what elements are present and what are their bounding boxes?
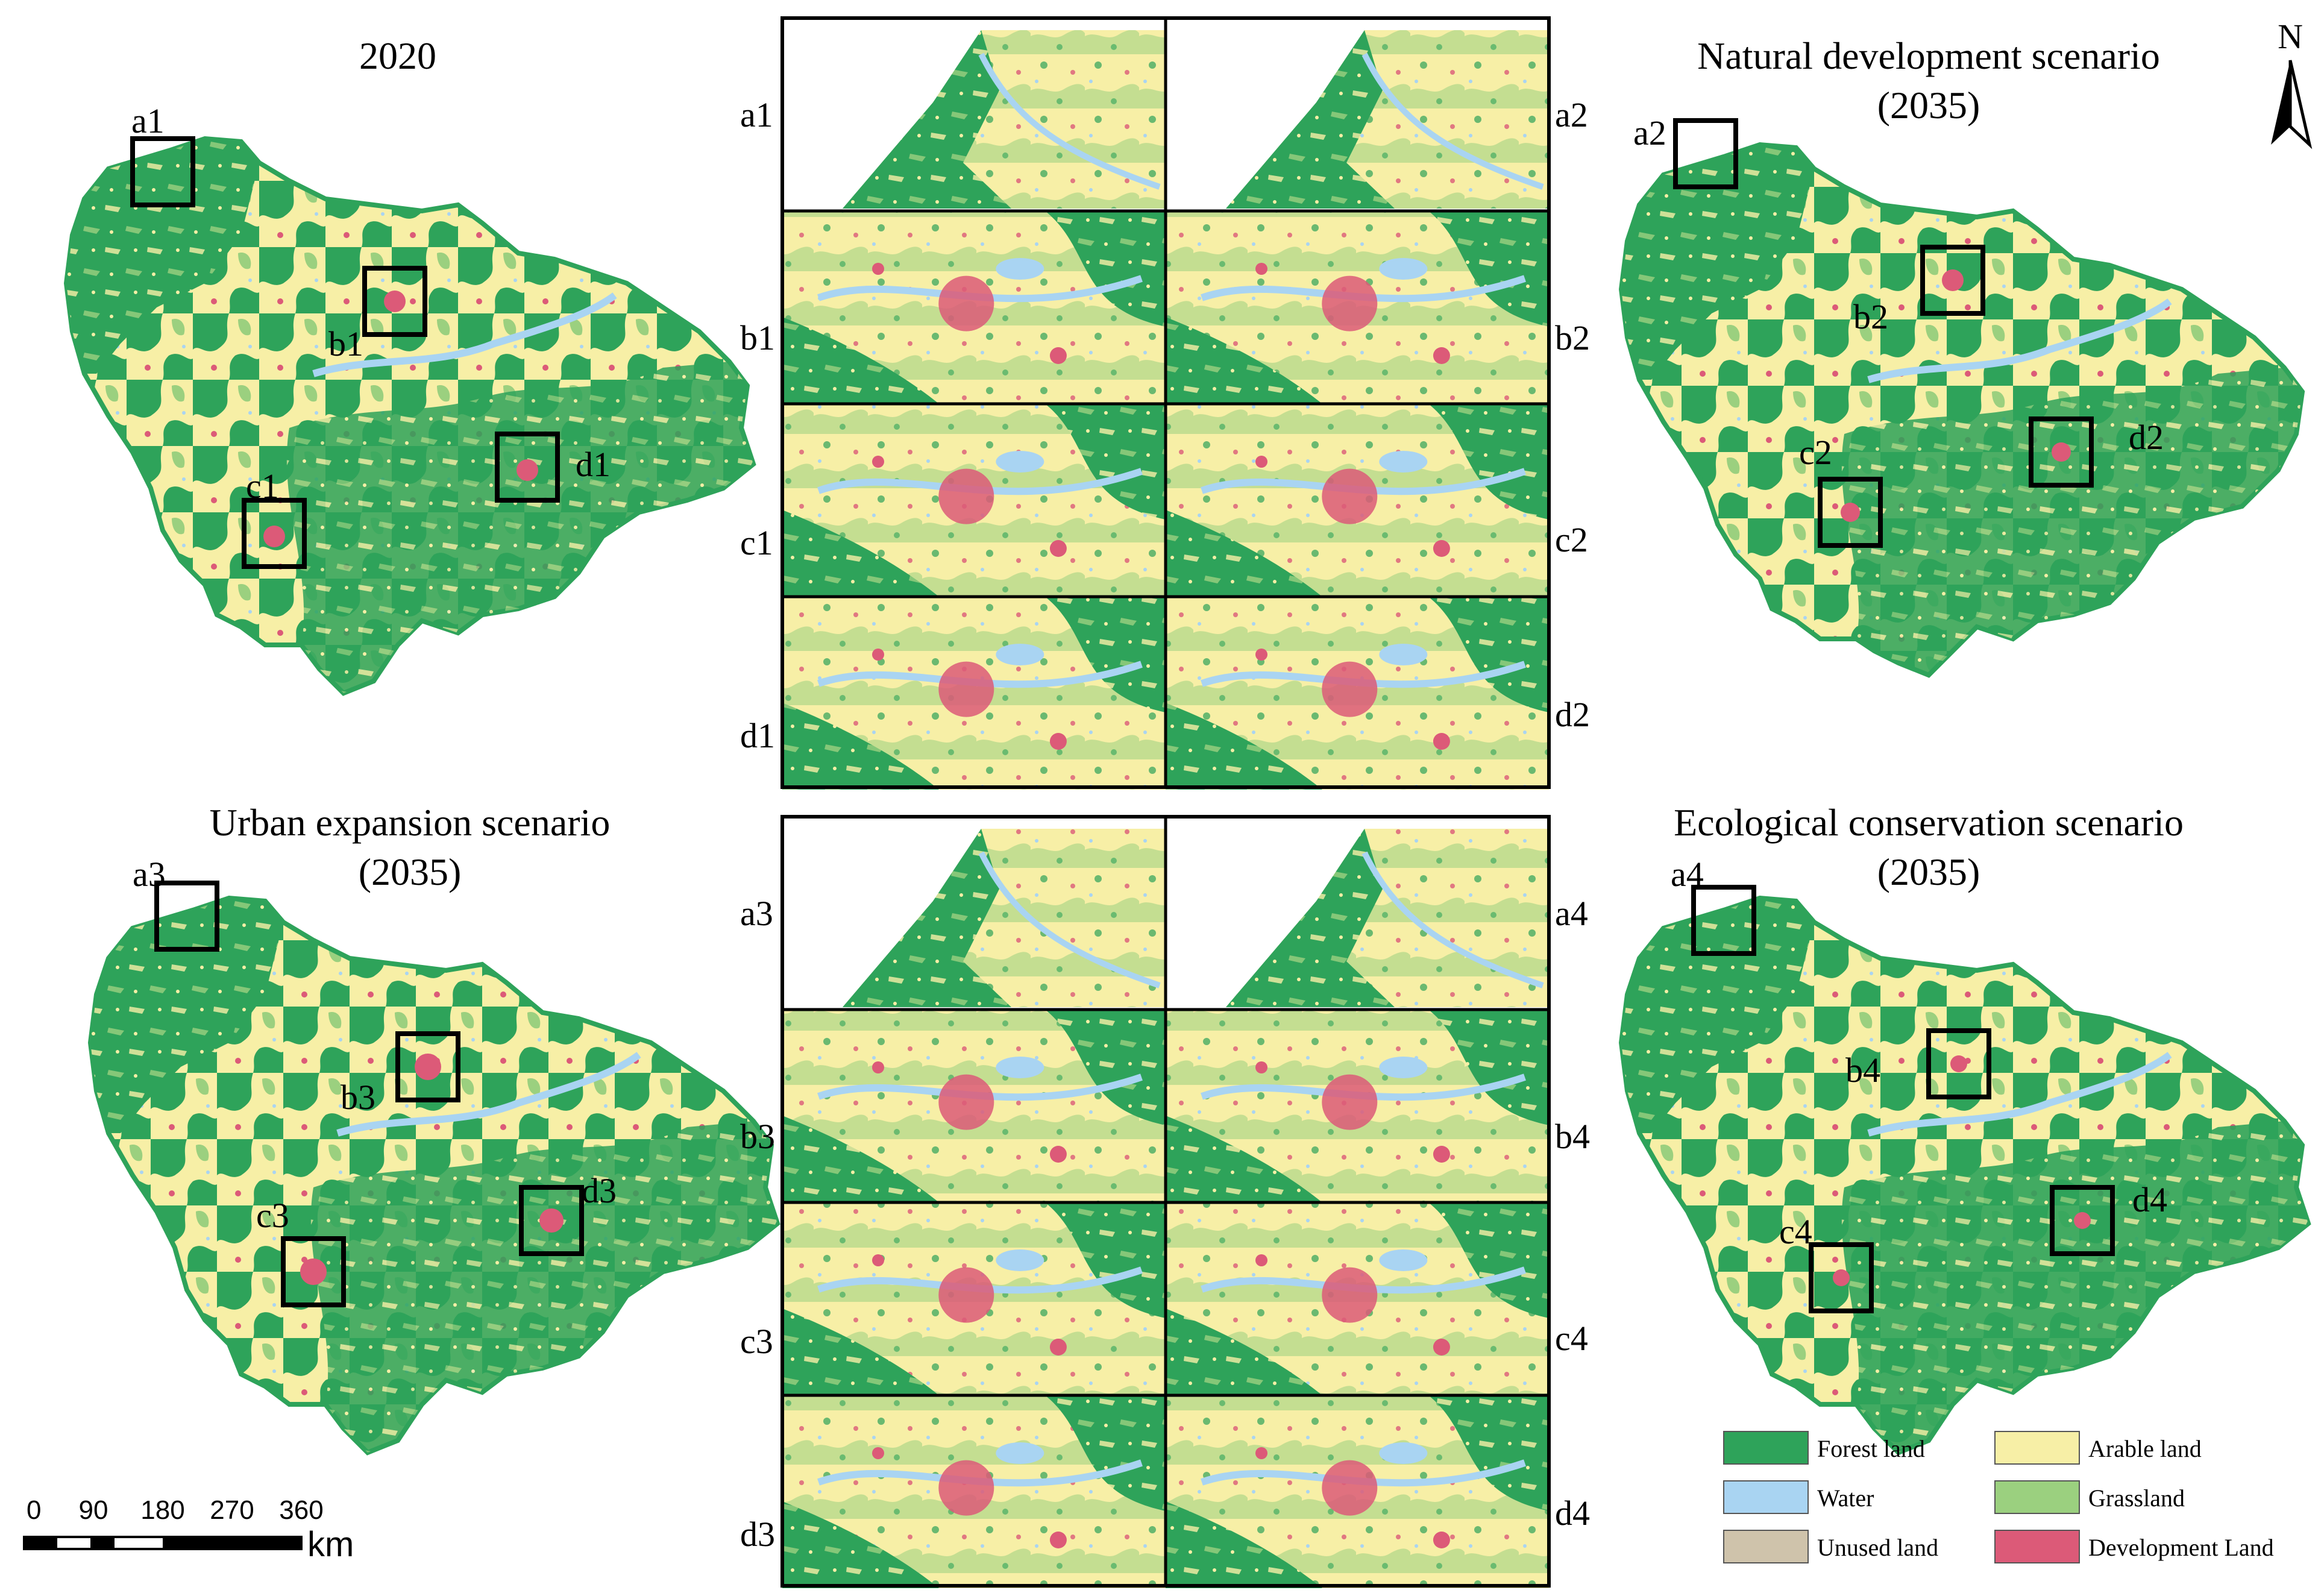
legend-item-development: Development Land bbox=[1994, 1530, 2274, 1563]
map-natural-development: Natural development scenario (2035) a2 b… bbox=[1618, 34, 2305, 678]
box-label-a1: a1 bbox=[131, 101, 165, 140]
legend-swatch bbox=[1994, 1431, 2080, 1465]
scale-tick-180: 180 bbox=[140, 1495, 184, 1525]
inset-panel-2: a3 b3 c3 d3 a4 b4 c4 d4 bbox=[740, 815, 1590, 1588]
inset-label-d4: d4 bbox=[1555, 1494, 1590, 1533]
legend-label: Unused land bbox=[1817, 1534, 1938, 1561]
inset-label-b1: b1 bbox=[740, 318, 775, 357]
inset-panels: a1 b1 c1 d1 a2 b2 c2 d2 a3 b3 c3 d3 a4 b4 c4 d4 bbox=[740, 16, 1590, 1588]
legend-swatch bbox=[1994, 1530, 2080, 1563]
map-subtitle-natural: (2035) bbox=[1877, 84, 1980, 127]
box-label-a4: a4 bbox=[1671, 855, 1704, 894]
legend-item-forest: Forest land bbox=[1723, 1431, 1925, 1465]
box-label-b2: b2 bbox=[1853, 297, 1888, 336]
inset-cell bbox=[782, 404, 1166, 597]
inset-cell bbox=[1166, 1010, 1549, 1202]
inset-cell bbox=[1166, 1395, 1549, 1588]
scale-tick-90: 90 bbox=[79, 1495, 108, 1525]
legend-label: Development Land bbox=[2088, 1534, 2274, 1561]
legend-label: Arable land bbox=[2088, 1435, 2202, 1462]
box-label-b3: b3 bbox=[341, 1078, 375, 1117]
box-label-b1: b1 bbox=[328, 324, 363, 363]
box-label-a3: a3 bbox=[133, 855, 166, 894]
inset-label-c2: c2 bbox=[1555, 520, 1588, 559]
inset-label-b2: b2 bbox=[1555, 318, 1590, 357]
legend-label: Water bbox=[1817, 1485, 1874, 1512]
legend-item-grassland: Grassland bbox=[1994, 1480, 2185, 1514]
north-label: N bbox=[2278, 17, 2303, 56]
inset-label-b3: b3 bbox=[740, 1117, 775, 1156]
legend-swatch bbox=[1723, 1530, 1809, 1563]
inset-label-a3: a3 bbox=[740, 894, 773, 933]
box-label-c4: c4 bbox=[1779, 1212, 1812, 1251]
legend-swatch bbox=[1723, 1480, 1809, 1514]
inset-label-c1: c1 bbox=[740, 523, 773, 562]
scale-unit: km bbox=[307, 1525, 354, 1564]
map-title-2020: 2020 bbox=[359, 34, 436, 77]
inset-cell bbox=[782, 1010, 1166, 1202]
inset-label-a2: a2 bbox=[1555, 95, 1588, 134]
box-label-d4: d4 bbox=[2132, 1180, 2167, 1219]
inset-label-c4: c4 bbox=[1555, 1319, 1588, 1358]
inset-cell bbox=[782, 1395, 1166, 1588]
inset-cell bbox=[782, 817, 1166, 1007]
inset-cell bbox=[1166, 1202, 1549, 1395]
inset-cell bbox=[1166, 404, 1549, 597]
inset-label-a4: a4 bbox=[1555, 894, 1588, 933]
inset-cell bbox=[1166, 18, 1549, 209]
inset-cell bbox=[782, 597, 1166, 790]
map-title-ecological: Ecological conservation scenario bbox=[1674, 801, 2184, 844]
box-label-d1: d1 bbox=[576, 445, 611, 484]
map-title-natural: Natural development scenario bbox=[1697, 34, 2160, 77]
inset-cell bbox=[1166, 817, 1549, 1007]
map-ecological-conservation: Ecological conservation scenario (2035) … bbox=[1618, 801, 2311, 1456]
map-urban-expansion: Urban expansion scenario (2035) a3 b3 c3… bbox=[87, 801, 780, 1456]
box-label-b4: b4 bbox=[1845, 1051, 1880, 1090]
legend-swatch bbox=[1723, 1431, 1809, 1465]
inset-label-d3: d3 bbox=[740, 1515, 775, 1554]
legend-item-arable: Arable land bbox=[1994, 1431, 2202, 1465]
legend: Forest land Arable land Water Grassland Unus… bbox=[1723, 1431, 2274, 1563]
legend-item-unused: Unused land bbox=[1723, 1530, 1938, 1563]
map-title-urban: Urban expansion scenario bbox=[210, 801, 611, 844]
north-arrow-icon: N bbox=[2271, 17, 2313, 149]
scale-tick-270: 270 bbox=[210, 1495, 254, 1525]
box-label-d2: d2 bbox=[2129, 418, 2164, 457]
scale-bar: 0 90 180 270 360 km bbox=[23, 1495, 354, 1564]
inset-cell bbox=[782, 1202, 1166, 1395]
inset-cell bbox=[1166, 211, 1549, 404]
map-2020: 2020 a1 b1 c1 d1 bbox=[63, 34, 756, 696]
legend-label: Grassland bbox=[2088, 1485, 2185, 1512]
box-label-a2: a2 bbox=[1633, 113, 1666, 152]
box-label-c1: c1 bbox=[246, 467, 279, 506]
legend-item-water: Water bbox=[1723, 1480, 1874, 1514]
scale-tick-360: 360 bbox=[279, 1495, 323, 1525]
inset-cell bbox=[1166, 597, 1549, 790]
box-label-c2: c2 bbox=[1799, 433, 1832, 472]
box-label-c3: c3 bbox=[256, 1196, 289, 1235]
inset-panel-1: a1 b1 c1 d1 a2 b2 c2 d2 bbox=[740, 16, 1590, 790]
inset-cell bbox=[782, 211, 1166, 404]
box-label-d3: d3 bbox=[582, 1171, 617, 1210]
inset-label-d2: d2 bbox=[1555, 695, 1590, 734]
inset-label-c3: c3 bbox=[740, 1322, 773, 1361]
map-subtitle-ecological: (2035) bbox=[1877, 850, 1980, 893]
inset-label-d1: d1 bbox=[740, 716, 775, 755]
inset-label-a1: a1 bbox=[740, 95, 773, 134]
scale-tick-0: 0 bbox=[27, 1495, 41, 1525]
legend-label: Forest land bbox=[1817, 1435, 1925, 1462]
inset-cell bbox=[782, 18, 1166, 209]
inset-label-b4: b4 bbox=[1555, 1117, 1590, 1156]
map-subtitle-urban: (2035) bbox=[359, 850, 462, 893]
legend-swatch bbox=[1994, 1480, 2080, 1514]
